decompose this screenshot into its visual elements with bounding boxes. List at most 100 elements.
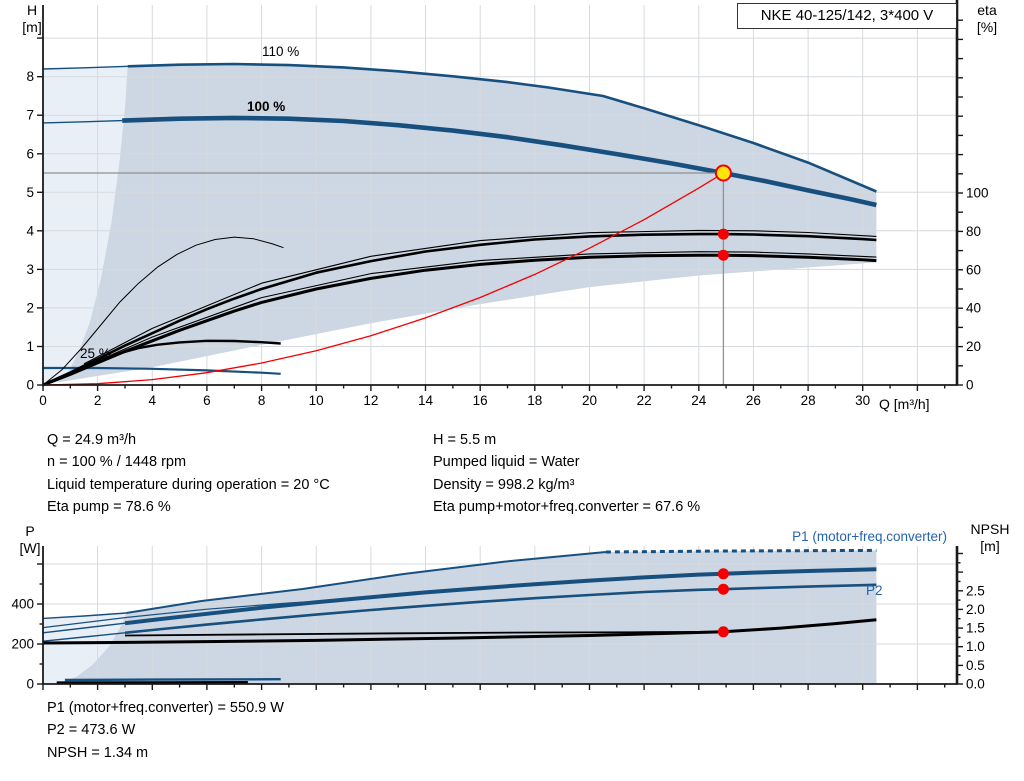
npsh-band [124,630,724,637]
p-25pct-blue [64,678,281,682]
result-line-density: Density = 998.2 kg/m³ [433,476,575,493]
power-npsh-chart-grid [43,546,957,684]
power-npsh-chart-tick-label: 2.0 [966,602,985,617]
power-envelope [59,550,877,684]
p2-curve-low [42,632,126,642]
curve-110pct [127,62,877,193]
result-text-bottom: P1 (motor+freq.converter) = 550.9 W P2 =… [47,697,284,764]
qh-eta-chart-tick-label: 26 [746,393,761,408]
system-curve [42,172,724,386]
result-line-liquid: Pumped liquid = Water [433,454,580,471]
result-line-temperature: Liquid temperature during operation = 20… [47,476,330,493]
qh-eta-chart-tick-label: 16 [473,393,488,408]
p1-point [717,568,729,580]
power-npsh-chart-tick-label: 0.5 [966,658,985,673]
npsh-point [717,626,729,638]
qh-eta-chart-tick-label: 20 [966,339,981,354]
qh-eta-chart-tick-label: 40 [966,301,981,316]
p1-curve-low [42,622,126,634]
power-npsh-chart: 0 200 400 0.0 0.5 1.0 1.5 2.0 2.5 [11,546,985,692]
speed-100-label: 100 % [247,99,286,114]
qh-eta-chart-tick-label: 3 [26,262,34,277]
result-line-npsh: NPSH = 1.34 m [47,744,149,761]
npsh-curve [42,618,877,645]
power-npsh-chart-tick-label: 2.5 [966,583,985,598]
qh-eta-chart-tick-label: 22 [637,393,652,408]
qh-eta-chart-tick-label: 30 [855,393,870,408]
power-npsh-chart-tick-label: 1.0 [966,639,985,654]
result-line-p2: P2 = 473.6 W [47,722,136,739]
power-npsh-chart-tick-label: 400 [11,597,34,612]
eta-axis-unit-label: [%] [976,19,998,35]
p1-max-curve [126,551,606,614]
qh-eta-chart-tick-label: 7 [26,108,34,123]
qh-eta-chart-tick-label: 100 [966,186,989,201]
p-axis-unit-label: [W] [19,540,41,556]
qh-eta-chart-tick-label: 8 [258,393,266,408]
qh-eta-chart-tick-label: 14 [418,393,434,408]
p-axis-label: P [25,523,35,539]
qh-eta-chart-tick-label: 6 [203,393,211,408]
qh-eta-chart-tick-label: 28 [801,393,816,408]
allowed-range-light [43,66,128,386]
power-npsh-chart-tick-label: 0.0 [966,677,985,692]
pump-title-box: NKE 40-125/142, 3*400 V [737,3,957,29]
result-line-eta-total: Eta pump+motor+freq.converter = 67.6 % [433,498,701,515]
eta-total-point [717,249,729,261]
h-axis-unit-label: [m] [22,19,42,35]
qh-eta-chart-tick-label: 10 [309,393,324,408]
q-axis-label: Q [m³/h] [879,396,930,412]
p1-curve [124,567,877,626]
qh-eta-chart-tick-label: 12 [363,393,378,408]
qh-eta-chart-grid [43,5,957,385]
eta-pump-band [83,229,877,365]
power-npsh-chart-tick-label: 200 [11,637,34,652]
qh-eta-chart-tick-label: 6 [26,146,34,161]
p1-max-low [42,612,127,620]
operating-point[interactable] [714,164,732,182]
p2-point [717,583,729,595]
qh-eta-chart-tick-label: 2 [26,300,34,315]
result-line-p1: P1 (motor+freq.converter) = 550.9 W [47,700,284,716]
qh-eta-chart: 0 2 4 6 8 10 12 14 16 18 20 22 24 26 28 300123456780204… [26,0,989,408]
p2-curve [124,583,877,635]
result-line-h: H = 5.5 m [433,432,497,448]
curve-100pct [122,115,877,208]
qh-eta-chart-tick-label: 0 [26,378,34,393]
npsh-axis-unit-label: [m] [980,538,1000,554]
eta-total-curve [42,253,877,387]
h-axis-label: H [26,2,38,18]
qh-eta-chart-tick-label: 5 [26,185,34,200]
result-line-eta-pump: Eta pump = 78.6 % [47,498,171,515]
result-line-q: Q = 24.9 m³/h [47,432,137,448]
eta-pump-25pct-curve [42,236,284,386]
result-line-speed: n = 100 % / 1448 rpm [47,454,187,471]
speed-110-label: 110 % [262,44,300,59]
p2-curve-label: P2 [866,583,883,598]
qh-eta-chart-tick-label: 8 [26,69,34,84]
qh-eta-chart-tick-label: 2 [94,393,102,408]
result-text-right: H = 5.5 m Pumped liquid = Water Density … [433,429,700,518]
qh-eta-chart-tick-label: 18 [527,393,542,408]
power-npsh-chart-tick-label: 0 [26,677,34,692]
eta-total-25pct-curve [42,339,281,387]
curve-100pct-low [42,119,123,124]
qh-eta-chart-tick-label: 4 [26,223,34,238]
qh-eta-chart-tick-label: 0 [39,393,47,408]
qh-eta-chart-tick-label: 24 [691,393,707,408]
power-npsh-chart-tick-label: 1.5 [966,621,985,636]
qh-eta-chart-tick-label: 0 [966,378,974,393]
qh-eta-chart-tick-label: 1 [26,339,34,354]
qh-eta-chart-tick-label: 80 [966,224,981,239]
curve-110pct-low [42,65,128,70]
qh-eta-chart-tick-label: 4 [149,393,157,408]
p1-max-limit-dashed [605,548,877,554]
result-text-left: Q = 24.9 m³/h n = 100 % / 1448 rpm Liqui… [47,429,330,518]
eta-pump-curve [42,232,877,387]
speed-25-label: 25 % [80,346,111,361]
qh-eta-chart-tick-label: 20 [582,393,597,408]
p1-curve-label: P1 (motor+freq.converter) [792,529,947,544]
eta-axis-label: eta [977,2,997,18]
